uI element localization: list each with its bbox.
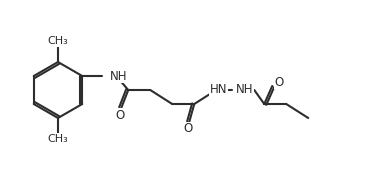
Text: CH₃: CH₃ <box>48 134 68 144</box>
Text: CH₃: CH₃ <box>48 36 68 46</box>
Text: O: O <box>184 122 193 135</box>
Text: NH: NH <box>235 83 253 95</box>
Text: O: O <box>275 75 284 88</box>
Text: HN: HN <box>209 83 227 95</box>
Text: NH: NH <box>110 70 128 83</box>
Text: O: O <box>116 108 125 122</box>
